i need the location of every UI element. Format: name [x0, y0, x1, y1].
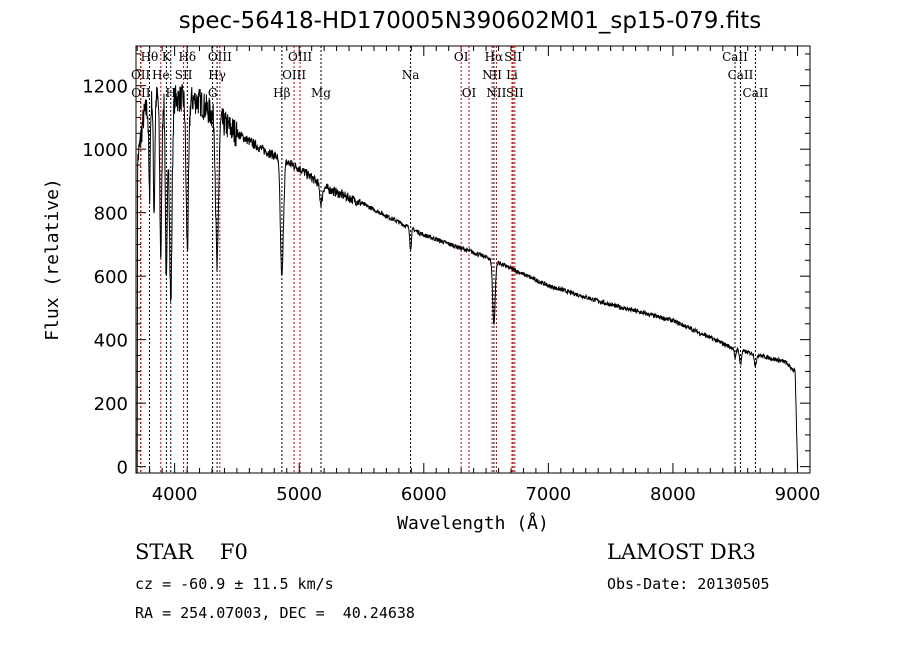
line-label: SII [506, 86, 524, 100]
line-label: Hθ [141, 50, 159, 64]
line-label: K [162, 50, 172, 64]
chart-title: spec-56418-HD170005N390602M01_sp15-079.f… [178, 8, 762, 34]
coordinates: RA = 254.07003, DEC = 40.24638 [135, 604, 415, 622]
obs-date: Obs-Date: 20130505 [607, 575, 770, 593]
line-label: OI [454, 50, 469, 64]
line-label: Na [402, 68, 420, 82]
line-label: SII [175, 68, 193, 82]
line-label: Hβ [273, 86, 290, 100]
y-tick-label: 200 [94, 394, 128, 415]
y-tick-label: 1000 [82, 140, 128, 161]
x-tick-label: 8000 [650, 484, 696, 505]
line-label: Hγ [208, 68, 226, 82]
line-label: CaII [743, 86, 769, 100]
line-label: Mg [311, 86, 331, 100]
y-tick-label: 400 [94, 331, 128, 352]
redshift-cz: cz = -60.9 ± 11.5 km/s [135, 575, 334, 593]
line-label: OI [462, 86, 477, 100]
line-label: H [166, 86, 176, 100]
plot-frame [135, 45, 811, 474]
x-tick-label: 6000 [401, 484, 447, 505]
y-tick-label: 0 [117, 458, 128, 479]
y-tick-label: 600 [94, 267, 128, 288]
line-label: NII [486, 86, 506, 100]
spectrum-line [136, 84, 798, 469]
x-tick-label: 4000 [152, 484, 198, 505]
x-tick-label: 7000 [525, 484, 571, 505]
line-label: He [152, 68, 170, 82]
line-label: OIII [282, 68, 306, 82]
line-label: OII [131, 86, 151, 100]
y-tick-label: 1200 [82, 77, 128, 98]
line-label: Hδ [178, 50, 196, 64]
y-axis-label: Flux (relative) [42, 178, 63, 341]
line-label: CaII [728, 68, 754, 82]
line-label: G [208, 86, 218, 100]
line-label: OIII [208, 50, 232, 64]
line-label: SII [504, 50, 522, 64]
line-label: NII [482, 68, 502, 82]
line-label: CaII [722, 50, 748, 64]
line-label: Hα [485, 50, 504, 64]
line-label: OIII [288, 50, 312, 64]
line-label: Li [506, 68, 518, 82]
x-tick-label: 9000 [775, 484, 821, 505]
object-class: STAR F0 [135, 540, 248, 564]
x-tick-label: 5000 [276, 484, 322, 505]
y-tick-label: 800 [94, 204, 128, 225]
x-axis-label: Wavelength (Å) [397, 512, 549, 534]
survey-name: LAMOST DR3 [607, 540, 756, 564]
